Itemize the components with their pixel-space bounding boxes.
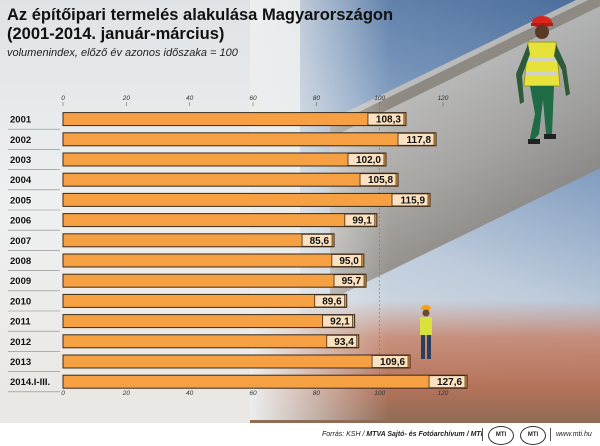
category-label: 2009 bbox=[10, 276, 31, 287]
value-label-box bbox=[397, 132, 435, 146]
bar bbox=[62, 293, 348, 308]
value-label-box bbox=[359, 173, 397, 187]
source-text: Forrás: KSH / MTVA Sajtó- és Fotóarchívu… bbox=[322, 431, 483, 438]
category-label: 2014.I-III. bbox=[10, 377, 50, 388]
tick-label-bottom: 100 bbox=[374, 390, 385, 397]
value-label: 127,6 bbox=[437, 377, 462, 388]
bar bbox=[62, 213, 378, 228]
value-label-box bbox=[347, 153, 385, 166]
category-label: 2010 bbox=[10, 296, 31, 307]
construction-worker-image bbox=[516, 16, 570, 144]
value-label: 99,1 bbox=[352, 216, 372, 227]
bar bbox=[62, 374, 468, 389]
title-line-2: (2001-2014. január-március) bbox=[7, 25, 225, 43]
mti-logo: MTI bbox=[488, 426, 514, 445]
footer: Forrás: KSH / MTVA Sajtó- és Fotóarchívu… bbox=[0, 423, 600, 446]
tick-label-bottom: 80 bbox=[313, 390, 321, 397]
value-label-box bbox=[391, 193, 429, 207]
mti-logo-2: MTI bbox=[520, 426, 546, 445]
bar bbox=[62, 354, 411, 369]
tick-label-top: 120 bbox=[438, 95, 449, 102]
category-label: 2006 bbox=[10, 216, 31, 227]
bar bbox=[62, 132, 437, 147]
chart-subtitle: volumenindex, előző év azonos időszaka =… bbox=[7, 47, 238, 59]
bar bbox=[62, 172, 399, 187]
category-label: 2005 bbox=[10, 195, 32, 206]
value-label-box bbox=[326, 334, 358, 348]
bar bbox=[62, 192, 431, 207]
chart-title: Az építőipari termelés alakulása Magyaro… bbox=[7, 6, 407, 44]
value-label-box bbox=[428, 375, 466, 389]
footer-divider bbox=[550, 428, 551, 441]
category-label: 2008 bbox=[10, 256, 31, 267]
website-link[interactable]: www.mti.hu bbox=[556, 431, 592, 438]
tick-label-top: 100 bbox=[374, 95, 385, 102]
tick-label-top: 20 bbox=[122, 95, 131, 102]
tick-label-bottom: 20 bbox=[122, 390, 131, 397]
category-label: 2011 bbox=[10, 317, 31, 328]
value-label-box bbox=[322, 314, 354, 328]
bar bbox=[62, 233, 335, 248]
photo-fade bbox=[250, 0, 390, 420]
value-label: 95,7 bbox=[342, 276, 362, 287]
value-label: 105,8 bbox=[368, 175, 393, 186]
category-label: 2012 bbox=[10, 337, 31, 348]
category-label: 2001 bbox=[10, 115, 32, 126]
value-label: 92,1 bbox=[330, 317, 350, 328]
value-label-box bbox=[367, 112, 405, 126]
value-label: 93,4 bbox=[334, 337, 354, 348]
category-label: 2002 bbox=[10, 135, 31, 146]
bar bbox=[62, 314, 356, 329]
footer-divider bbox=[482, 428, 483, 441]
tick-label-top: 60 bbox=[249, 95, 257, 102]
tick-label-bottom: 60 bbox=[249, 390, 257, 397]
value-label: 117,8 bbox=[407, 135, 432, 146]
tick-label-bottom: 120 bbox=[438, 390, 449, 397]
small-worker-image bbox=[420, 305, 432, 359]
value-label: 89,6 bbox=[322, 296, 342, 307]
source-prefix: Forrás: KSH / bbox=[322, 431, 367, 438]
value-label: 115,9 bbox=[401, 195, 426, 206]
category-label: 2013 bbox=[10, 357, 31, 368]
value-label: 95,0 bbox=[339, 256, 359, 267]
value-label-box bbox=[333, 274, 365, 288]
title-line-1: Az építőipari termelés alakulása Magyaro… bbox=[7, 6, 394, 24]
bar bbox=[62, 112, 407, 127]
value-label: 108,3 bbox=[376, 115, 401, 126]
tick-label-top: 40 bbox=[186, 95, 194, 102]
bar bbox=[62, 273, 367, 288]
tick-label-top: 80 bbox=[313, 95, 321, 102]
value-label: 85,6 bbox=[310, 236, 330, 247]
bar bbox=[62, 253, 365, 268]
value-label: 102,0 bbox=[356, 155, 381, 166]
value-label-box bbox=[371, 355, 409, 368]
value-label-box bbox=[314, 294, 346, 308]
value-label: 109,6 bbox=[380, 357, 405, 368]
tick-label-bottom: 40 bbox=[186, 390, 194, 397]
value-label-box bbox=[344, 213, 376, 227]
category-label: 2004 bbox=[10, 175, 32, 186]
tick-label-bottom: 0 bbox=[61, 390, 65, 397]
category-label: 2007 bbox=[10, 236, 31, 247]
value-label-box bbox=[331, 254, 363, 267]
category-label: 2003 bbox=[10, 155, 31, 166]
value-label-box bbox=[301, 233, 333, 247]
bar bbox=[62, 334, 360, 349]
bar bbox=[62, 152, 387, 167]
tick-label-top: 0 bbox=[61, 95, 65, 102]
source-agency: MTVA Sajtó- és Fotóarchívum / MTI bbox=[366, 431, 483, 438]
